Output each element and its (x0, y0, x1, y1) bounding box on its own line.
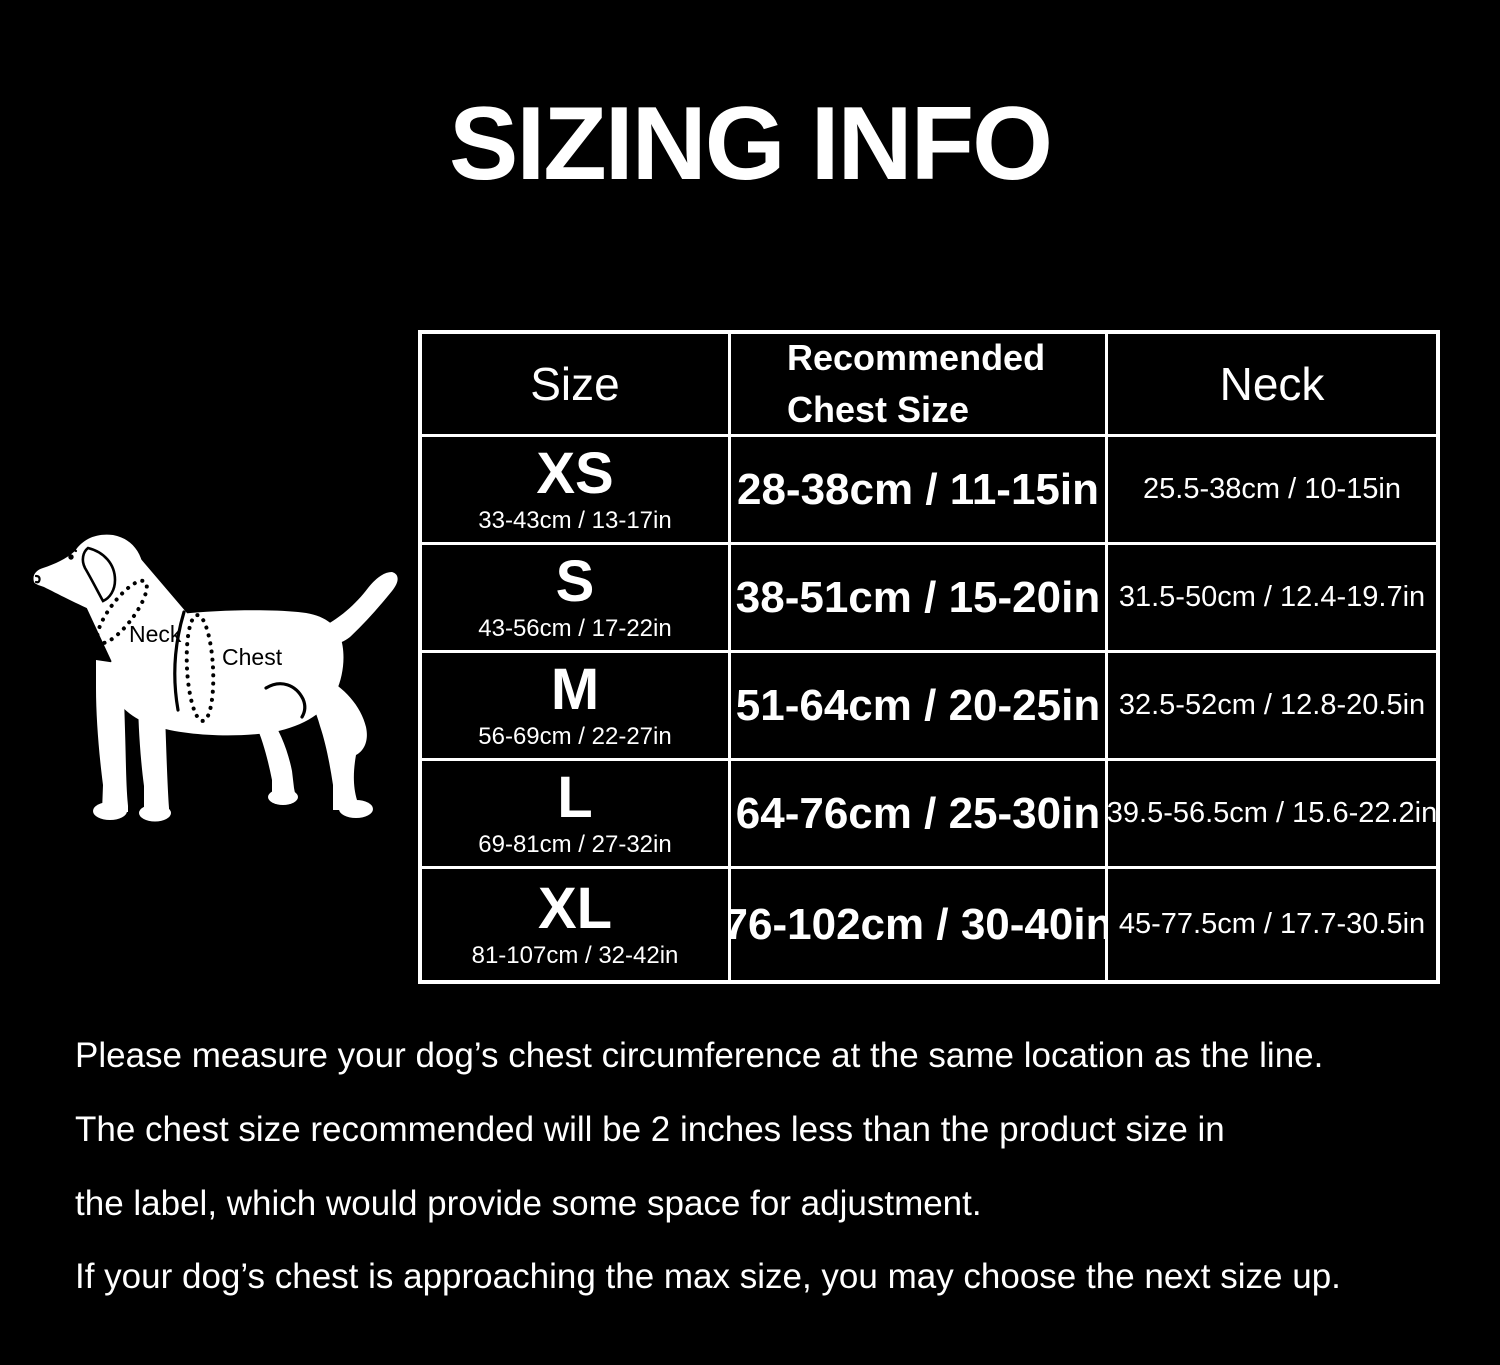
table-row-xs-neck: 25.5-38cm / 10-15in (1108, 437, 1436, 542)
note-line: The chest size recommended will be 2 inc… (75, 1109, 1225, 1149)
dog-diagram: Neck Chest (33, 534, 398, 822)
dog-silhouette (33, 534, 398, 822)
table-row-xs-size: XS 33-43cm / 13-17in (422, 437, 728, 542)
dog-ear-icon (81, 546, 117, 603)
table-row-m-neck: 32.5-52cm / 12.8-20.5in (1108, 653, 1436, 758)
chest-diagram-label: Chest (222, 644, 283, 670)
table-row-xl-neck: 45-77.5cm / 17.7-30.5in (1108, 869, 1436, 980)
table-row-l-size: L 69-81cm / 27-32in (422, 761, 728, 866)
dog-shoulder-line (173, 610, 186, 712)
header-size: Size (422, 334, 728, 434)
neck-measure-line (95, 578, 149, 646)
table-row-xl-size: XL 81-107cm / 32-42in (422, 869, 728, 980)
table-row-m-chest: 51-64cm / 20-25in (731, 653, 1105, 758)
size-range: 81-107cm / 32-42in (471, 941, 679, 969)
table-row-xl-chest: 76-102cm / 30-40in (731, 869, 1105, 980)
size-range: 69-81cm / 27-32in (478, 830, 672, 858)
size-label: XL (537, 876, 613, 942)
measurement-notes: Please measure your dog’s chest circumfe… (75, 1036, 1455, 1333)
header-neck: Neck (1108, 334, 1436, 434)
neck-diagram-label: Neck (129, 621, 182, 647)
size-label: M (550, 657, 600, 723)
size-label: XS (536, 441, 614, 507)
dog-brow-line (63, 547, 78, 553)
dog-eye-icon (68, 554, 74, 560)
dog-thigh-line (264, 682, 307, 719)
size-range: 33-43cm / 13-17in (478, 506, 672, 534)
header-chest: Recommended Chest Size (731, 334, 1105, 434)
note-line: Please measure your dog’s chest circumfe… (75, 1036, 1324, 1075)
dog-mouth-line (33, 583, 54, 595)
sizing-table: Size Recommended Chest Size Neck XS 33-4… (418, 330, 1440, 984)
note-line: If your dog’s chest is approaching the m… (75, 1257, 1341, 1297)
note-line: the label, which would provide some spac… (75, 1183, 982, 1223)
table-row-s-neck: 31.5-50cm / 12.4-19.7in (1108, 545, 1436, 650)
size-label: S (555, 549, 595, 615)
header-chest-label: Recommended Chest Size (787, 336, 1046, 430)
table-row-l-neck: 39.5-56.5cm / 15.6-22.2in (1108, 761, 1436, 866)
size-range: 56-69cm / 22-27in (478, 722, 672, 750)
dog-nostril-line (34, 574, 41, 584)
table-row-m-size: M 56-69cm / 22-27in (422, 653, 728, 758)
table-row-s-size: S 43-56cm / 17-22in (422, 545, 728, 650)
page-title: SIZING INFO (449, 86, 1053, 202)
table-row-xs-chest: 28-38cm / 11-15in (731, 437, 1105, 542)
size-range: 43-56cm / 17-22in (478, 614, 672, 642)
size-label: L (557, 765, 593, 831)
table-row-s-chest: 38-51cm / 15-20in (731, 545, 1105, 650)
chest-measure-line (184, 613, 216, 723)
table-row-l-chest: 64-76cm / 25-30in (731, 761, 1105, 866)
